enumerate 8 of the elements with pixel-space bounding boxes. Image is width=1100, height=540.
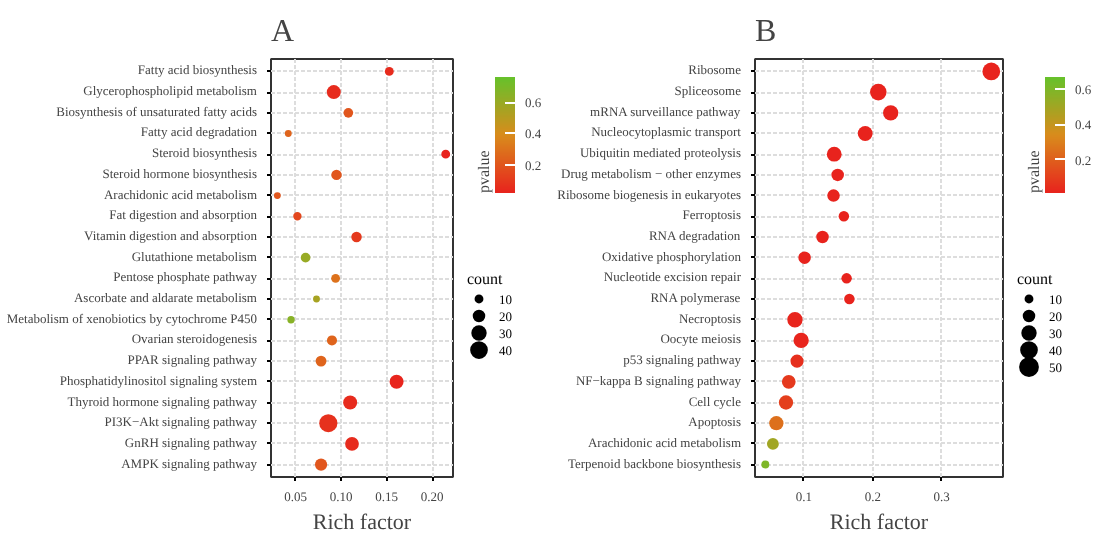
legend-title: count xyxy=(1017,269,1055,288)
color-bar-title: pvalue xyxy=(475,149,493,193)
color-bar-title: pvalue xyxy=(1025,149,1043,193)
x-axis-title: Rich factor xyxy=(829,511,929,535)
chart-title: A xyxy=(271,15,295,49)
chart-title: B xyxy=(755,15,777,49)
x-axis-title: Rich factor xyxy=(312,511,412,535)
legend-title: count xyxy=(467,269,505,288)
